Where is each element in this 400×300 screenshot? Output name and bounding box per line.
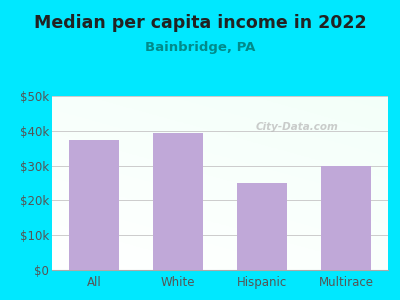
Bar xyxy=(237,183,287,270)
Bar xyxy=(153,133,203,270)
Text: Median per capita income in 2022: Median per capita income in 2022 xyxy=(34,14,366,32)
Text: Bainbridge, PA: Bainbridge, PA xyxy=(145,40,255,53)
Bar xyxy=(321,166,371,270)
Text: City-Data.com: City-Data.com xyxy=(256,122,339,132)
Bar xyxy=(69,140,119,270)
